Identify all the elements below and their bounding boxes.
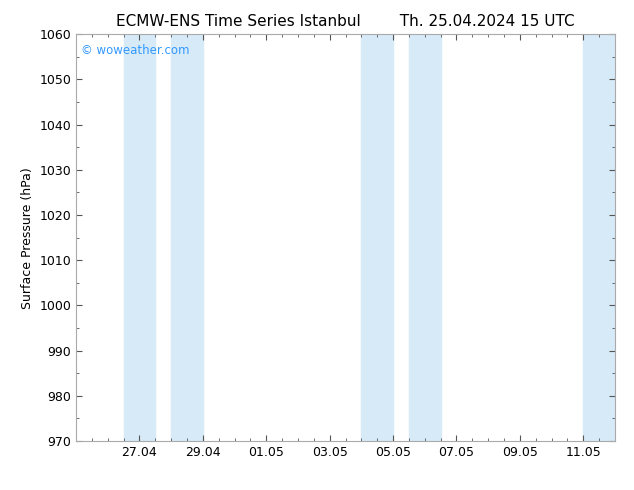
Bar (361, 34, 393, 441)
Title: ECMW-ENS Time Series Istanbul        Th. 25.04.2024 15 UTC: ECMW-ENS Time Series Istanbul Th. 25.04.… (116, 14, 575, 29)
Y-axis label: Surface Pressure (hPa): Surface Pressure (hPa) (21, 167, 34, 309)
Text: © woweather.com: © woweather.com (81, 45, 190, 57)
Bar (171, 34, 203, 441)
Bar (124, 34, 155, 441)
Bar (409, 34, 441, 441)
Bar (583, 34, 615, 441)
